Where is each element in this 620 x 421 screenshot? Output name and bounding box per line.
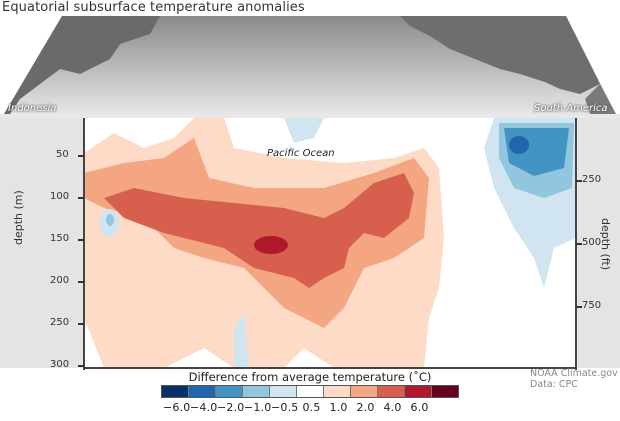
tick xyxy=(78,197,84,199)
tick xyxy=(78,365,84,367)
chart-title: Equatorial subsurface temperature anomal… xyxy=(2,0,305,15)
credit-data: Data: CPC xyxy=(530,379,578,390)
legend-tick: −0.5 xyxy=(271,401,299,414)
tick-label-m: 50 xyxy=(56,149,69,160)
tick xyxy=(78,323,84,325)
legend-swatch xyxy=(297,386,324,397)
left-axis xyxy=(83,118,85,370)
tick-label-ft: 250 xyxy=(582,174,602,185)
legend-tick: 1.0 xyxy=(329,401,348,414)
indonesia-label: Indonesia xyxy=(8,103,57,114)
legend-tick: −1.0 xyxy=(244,401,272,414)
legend-tick: 6.0 xyxy=(410,401,429,414)
tick xyxy=(576,243,582,245)
tick-label-m: 100 xyxy=(50,191,70,202)
legend-swatch xyxy=(270,386,297,397)
legend-title: Difference from average temperature (˚C) xyxy=(188,370,432,384)
tick-label-m: 200 xyxy=(50,275,70,286)
pacific-basemap xyxy=(0,16,620,122)
tick xyxy=(78,155,84,157)
legend-tick: −6.0 xyxy=(163,401,191,414)
legend-swatch xyxy=(189,386,216,397)
tick xyxy=(576,180,582,182)
legend-swatch xyxy=(405,386,432,397)
south-america-label: South America xyxy=(534,103,608,114)
legend-tick: −2.0 xyxy=(217,401,245,414)
y-axis-label-ft: depth (ft) xyxy=(599,218,612,271)
legend-swatch xyxy=(162,386,189,397)
legend-swatch xyxy=(351,386,378,397)
tick-label-ft: 500 xyxy=(582,237,602,248)
tick-label-m: 150 xyxy=(50,233,70,244)
legend-swatch xyxy=(324,386,351,397)
anomaly-contour-plot xyxy=(84,118,576,368)
legend-swatch xyxy=(378,386,405,397)
tick xyxy=(78,281,84,283)
tick xyxy=(576,306,582,308)
tick xyxy=(78,239,84,241)
tick-label-m: 300 xyxy=(50,359,70,370)
bottom-axis xyxy=(83,367,577,369)
legend-tick-labels: −6.0−4.0−2.0−1.0−0.5 0.5 1.0 2.0 4.0 6.0 xyxy=(163,401,433,414)
tick-label-ft: 750 xyxy=(582,300,602,311)
legend-tick: 2.0 xyxy=(356,401,375,414)
legend-tick: 4.0 xyxy=(383,401,402,414)
y-axis-label-m: depth (m) xyxy=(12,190,25,245)
legend-swatch xyxy=(432,386,458,397)
credit: NOAA Climate.gov Data: CPC xyxy=(530,368,618,390)
tick-label-m: 250 xyxy=(50,317,70,328)
legend-tick: −4.0 xyxy=(190,401,218,414)
legend-tick: 0.5 xyxy=(302,401,321,414)
legend-swatch xyxy=(243,386,270,397)
pacific-ocean-label: Pacific Ocean xyxy=(267,148,335,159)
color-legend xyxy=(161,385,459,398)
credit-source: NOAA Climate.gov xyxy=(530,368,618,379)
legend-swatch xyxy=(216,386,243,397)
